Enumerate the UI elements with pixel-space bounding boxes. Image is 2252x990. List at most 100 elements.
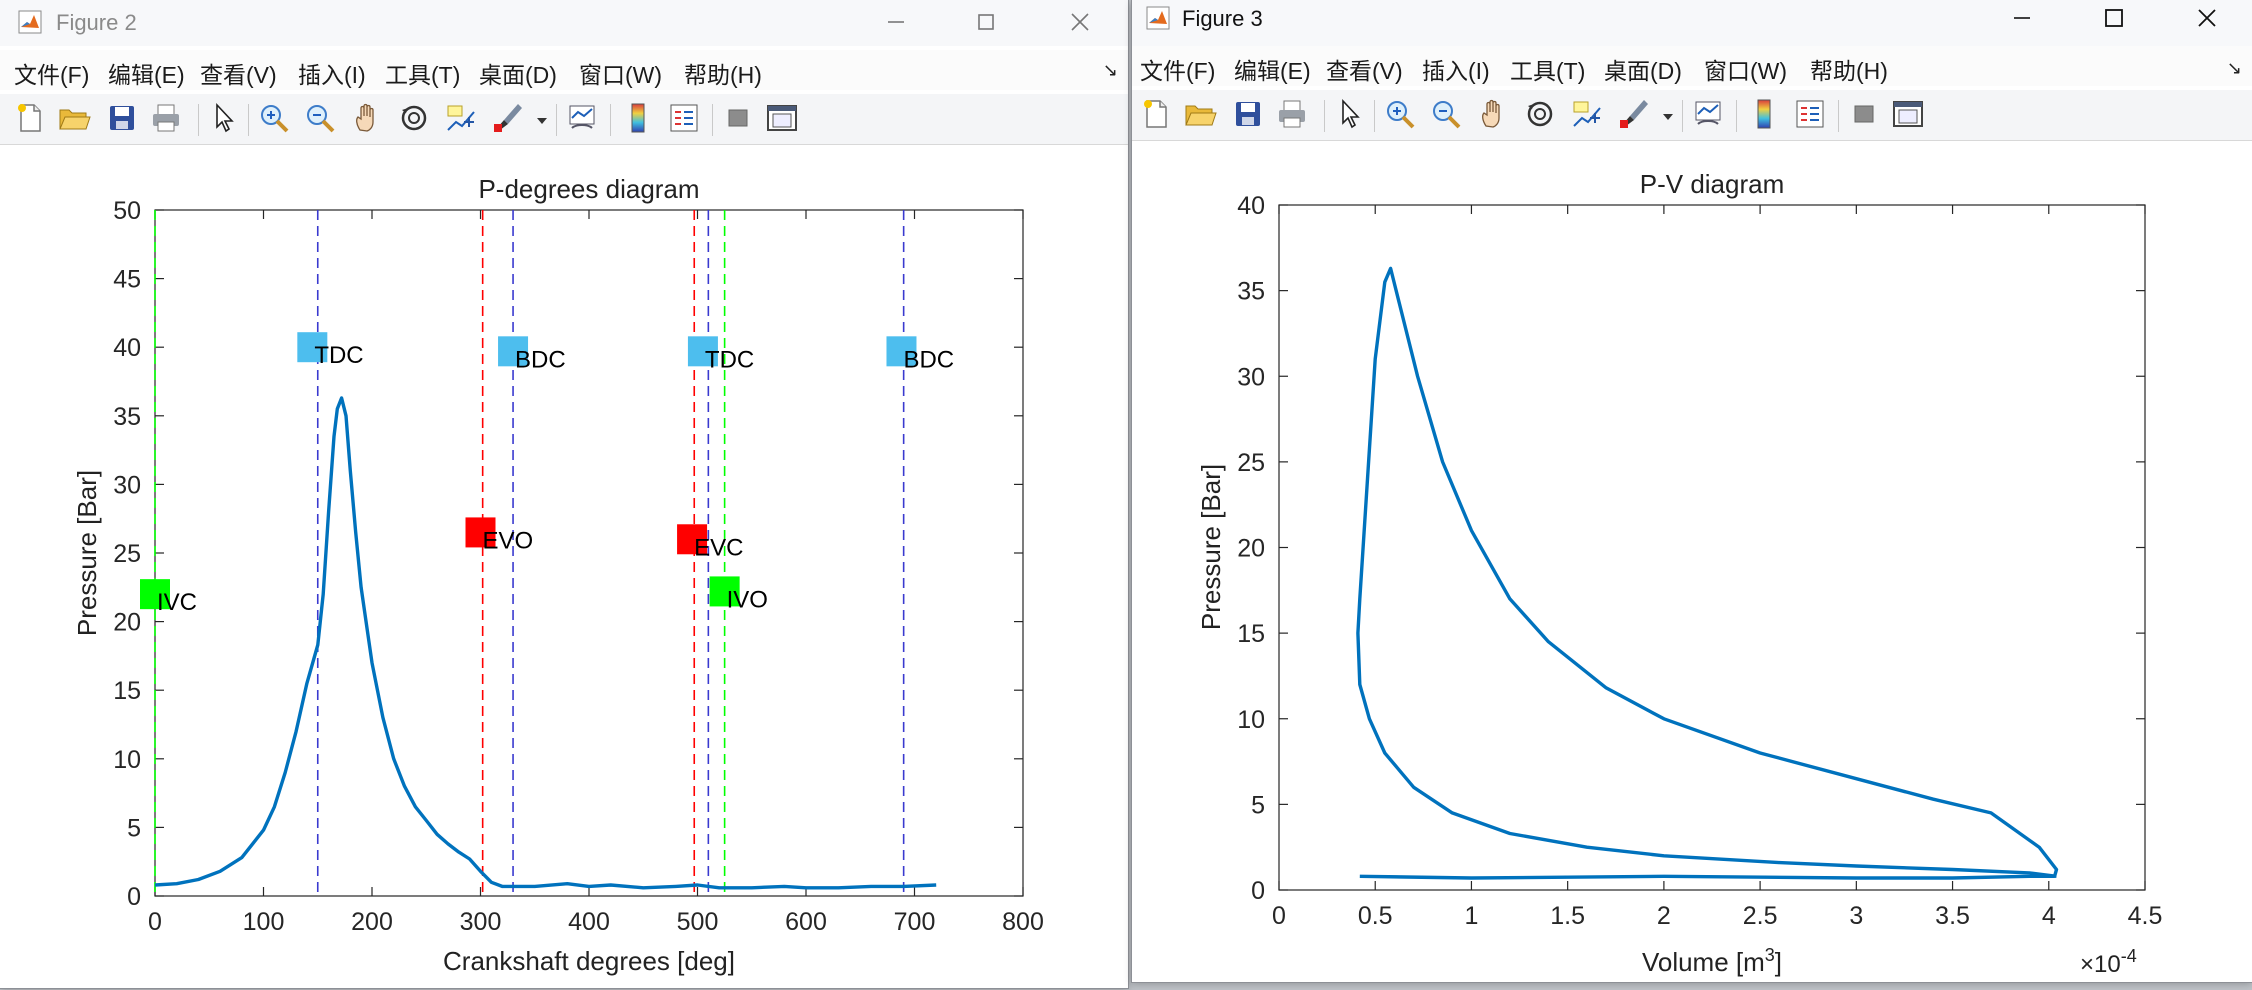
menu-file[interactable]: 文件(F) bbox=[14, 62, 90, 88]
open-file-icon[interactable] bbox=[56, 100, 92, 136]
zoom-out-icon[interactable] bbox=[302, 100, 338, 136]
colorbar-icon[interactable] bbox=[1746, 96, 1782, 132]
y-axis-label: Pressure [Bar] bbox=[72, 470, 102, 636]
minimize-icon bbox=[2014, 17, 2030, 19]
x-tick-label: 700 bbox=[894, 908, 936, 936]
minimize-button[interactable] bbox=[2000, 0, 2044, 36]
close-icon bbox=[2198, 9, 2216, 27]
y-tick-label: 5 bbox=[1251, 791, 1265, 819]
menu-view[interactable]: 查看(V) bbox=[1326, 58, 1403, 84]
y-tick-label: 25 bbox=[1237, 449, 1265, 477]
print-icon[interactable] bbox=[148, 100, 184, 136]
pointer-icon[interactable] bbox=[206, 100, 242, 136]
x-axis-label: Crankshaft degrees [deg] bbox=[443, 946, 735, 976]
legend-icon[interactable] bbox=[1792, 96, 1828, 132]
brush-icon[interactable] bbox=[1616, 96, 1652, 132]
brush-dropdown-icon[interactable] bbox=[536, 116, 548, 126]
brush-dropdown-icon[interactable] bbox=[1662, 112, 1674, 122]
y-tick-label: 0 bbox=[1251, 877, 1265, 905]
rotate-3d-icon[interactable] bbox=[1522, 96, 1558, 132]
y-tick-label: 20 bbox=[1237, 535, 1265, 563]
y-tick-label: 0 bbox=[127, 883, 141, 911]
maximize-button[interactable] bbox=[964, 4, 1008, 40]
colorbar-icon[interactable] bbox=[620, 100, 656, 136]
axes-ticks: 0 100 200 300 400 500 600 700 800 0 5 10 15 20 25 30 35 4… bbox=[113, 197, 1044, 936]
x-exponent-power: -4 bbox=[2121, 946, 2137, 966]
x-tick-label: 4 bbox=[2042, 902, 2056, 930]
open-file-icon[interactable] bbox=[1182, 96, 1218, 132]
maximize-icon bbox=[978, 14, 994, 30]
save-icon[interactable] bbox=[1230, 96, 1266, 132]
y-tick-label: 15 bbox=[113, 677, 141, 705]
brush-icon[interactable] bbox=[490, 100, 526, 136]
toolbar-separator bbox=[1838, 100, 1839, 132]
zoom-out-icon[interactable] bbox=[1428, 96, 1464, 132]
data-cursor-icon[interactable] bbox=[1568, 96, 1604, 132]
close-icon bbox=[1071, 13, 1089, 31]
hide-plot-tools-icon[interactable] bbox=[1846, 96, 1882, 132]
x-axis-exponent: ×10-4 bbox=[2080, 946, 2137, 978]
axes-box bbox=[1278, 204, 2146, 891]
show-plot-tools-icon[interactable] bbox=[764, 100, 800, 136]
print-icon[interactable] bbox=[1274, 96, 1310, 132]
data-cursor-icon[interactable] bbox=[442, 100, 478, 136]
menu-tools[interactable]: 工具(T) bbox=[1510, 58, 1586, 84]
pointer-icon[interactable] bbox=[1332, 96, 1368, 132]
close-button[interactable] bbox=[1058, 4, 1102, 40]
p-v-plot[interactable]: 0 0.5 1 1.5 2 2.5 3 3.5 4 4.5 0 5 10 15 20 25 30 35 40 P-V… bbox=[1132, 141, 2252, 982]
y-tick-label: 30 bbox=[113, 471, 141, 499]
show-plot-tools-icon[interactable] bbox=[1890, 96, 1926, 132]
zoom-in-icon[interactable] bbox=[1382, 96, 1418, 132]
menu-insert[interactable]: 插入(I) bbox=[298, 62, 366, 88]
event-marker bbox=[297, 332, 328, 363]
save-icon[interactable] bbox=[104, 100, 140, 136]
legend-icon[interactable] bbox=[666, 100, 702, 136]
menu-help[interactable]: 帮助(H) bbox=[1810, 58, 1888, 84]
minimize-button[interactable] bbox=[874, 4, 918, 40]
axes-ticks: 0 0.5 1 1.5 2 2.5 3 3.5 4 4.5 0 5 10 15 20 25 30 35 40 bbox=[1237, 192, 2162, 930]
menu-desktop[interactable]: 桌面(D) bbox=[479, 62, 557, 88]
dock-arrow-icon[interactable]: ↘ bbox=[2226, 58, 2242, 78]
x-tick-label: 0 bbox=[148, 908, 162, 936]
menu-window[interactable]: 窗口(W) bbox=[579, 62, 663, 88]
axes-box bbox=[154, 209, 1024, 897]
zoom-in-icon[interactable] bbox=[256, 100, 292, 136]
x-tick-label: 200 bbox=[351, 908, 393, 936]
rotate-3d-icon[interactable] bbox=[396, 100, 432, 136]
menu-file[interactable]: 文件(F) bbox=[1140, 58, 1216, 84]
hide-plot-tools-icon[interactable] bbox=[720, 100, 756, 136]
close-button[interactable] bbox=[2185, 0, 2229, 36]
pan-hand-icon[interactable] bbox=[350, 100, 386, 136]
menu-insert[interactable]: 插入(I) bbox=[1422, 58, 1490, 84]
p-degrees-plot[interactable]: 0 100 200 300 400 500 600 700 800 0 5 10 15 20 25 30 35 4… bbox=[0, 145, 1128, 988]
series-line bbox=[154, 396, 937, 890]
link-plot-icon[interactable] bbox=[564, 100, 600, 136]
toolbar-separator bbox=[248, 104, 249, 136]
x-tick-label: 300 bbox=[460, 908, 502, 936]
y-tick-label: 30 bbox=[1237, 363, 1265, 391]
link-plot-icon[interactable] bbox=[1690, 96, 1726, 132]
x-tick-label: 0.5 bbox=[1358, 902, 1393, 930]
menu-desktop[interactable]: 桌面(D) bbox=[1604, 58, 1682, 84]
x-tick-label: 4.5 bbox=[2128, 902, 2163, 930]
menu-view[interactable]: 查看(V) bbox=[200, 62, 277, 88]
menu-window[interactable]: 窗口(W) bbox=[1704, 58, 1788, 84]
menu-tools[interactable]: 工具(T) bbox=[385, 62, 461, 88]
x-tick-label: 2 bbox=[1657, 902, 1671, 930]
new-figure-icon[interactable] bbox=[12, 100, 48, 136]
menu-edit[interactable]: 编辑(E) bbox=[108, 62, 185, 88]
new-figure-icon[interactable] bbox=[1138, 96, 1174, 132]
menu-edit[interactable]: 编辑(E) bbox=[1234, 58, 1311, 84]
menu-help[interactable]: 帮助(H) bbox=[684, 62, 762, 88]
title-bar[interactable]: Figure 2 bbox=[0, 0, 1128, 46]
event-marker-label: IVC bbox=[157, 589, 197, 616]
y-tick-label: 5 bbox=[127, 814, 141, 842]
figure-toolbar bbox=[0, 94, 1128, 145]
event-marker-label: BDC bbox=[515, 346, 566, 373]
toolbar-separator bbox=[610, 104, 611, 136]
maximize-button[interactable] bbox=[2092, 0, 2136, 36]
pan-hand-icon[interactable] bbox=[1476, 96, 1512, 132]
toolbar-separator bbox=[1736, 100, 1737, 132]
title-bar[interactable]: Figure 3 bbox=[1132, 0, 2252, 46]
dock-arrow-icon[interactable]: ↘ bbox=[1102, 60, 1118, 80]
